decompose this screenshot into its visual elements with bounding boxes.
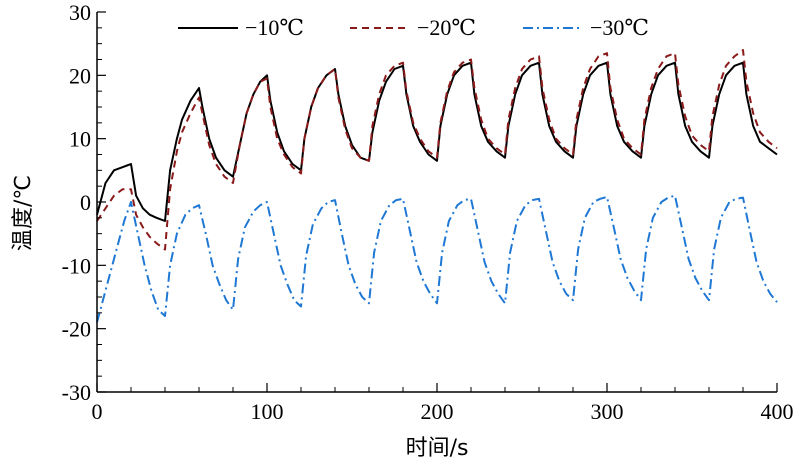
legend-label-minus10: −10℃ (245, 15, 304, 40)
legend-label-minus20: −20℃ (417, 15, 476, 40)
y-tick-label: 20 (69, 63, 91, 88)
series-line-2 (96, 194, 778, 323)
x-tick-label: 200 (421, 399, 454, 424)
y-tick-label: 0 (80, 190, 91, 215)
y-tick-label: 10 (69, 127, 91, 152)
y-tick-label: -30 (62, 380, 91, 405)
y-tick-label: -20 (62, 317, 91, 342)
legend-label-minus30: −30℃ (590, 15, 649, 40)
plot-area (96, 49, 778, 323)
y-tick-label: 30 (69, 0, 91, 25)
legend: −10℃ −20℃ −30℃ (178, 15, 649, 40)
y-tick-label: -10 (62, 253, 91, 278)
series-line-1 (96, 49, 778, 251)
x-tick-label: 0 (92, 399, 103, 424)
tick-group: 0 100 200 300 400 -30 -20 -10 0 10 20 30 (62, 0, 794, 424)
y-axis-title: 温度/℃ (11, 175, 36, 251)
x-tick-label: 300 (591, 399, 624, 424)
x-tick-label: 400 (761, 399, 794, 424)
x-tick-label: 100 (251, 399, 284, 424)
x-axis-title: 时间/s (406, 436, 469, 461)
